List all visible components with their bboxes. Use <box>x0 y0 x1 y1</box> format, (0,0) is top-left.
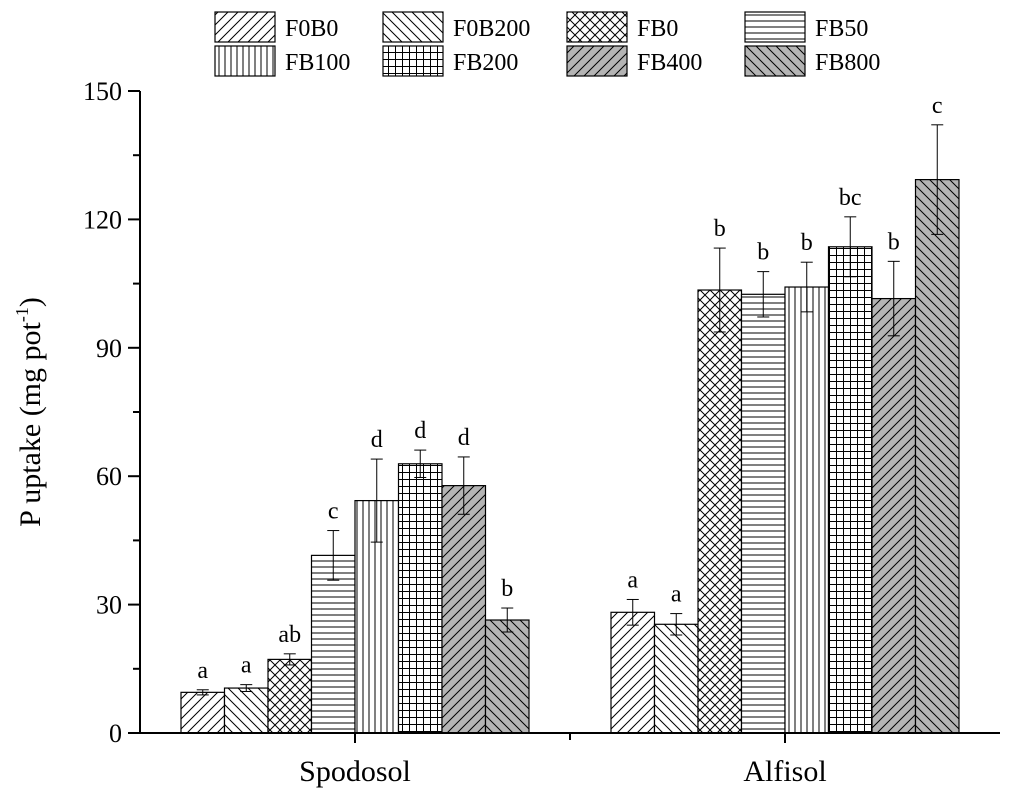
bar <box>397 463 443 734</box>
significance-label: a <box>671 582 682 608</box>
y-tick-label: 150 <box>83 77 122 106</box>
significance-label: b <box>801 230 813 256</box>
axes: 0 30 60 90 120 150 Spodosol Alfisol <box>83 77 1000 788</box>
significance-label: d <box>371 427 383 453</box>
y-tick-label: 120 <box>83 205 122 234</box>
bar <box>223 687 269 734</box>
bar <box>827 246 873 734</box>
bar <box>914 178 960 734</box>
significance-label: c <box>932 93 943 119</box>
legend-label: F0B0 <box>285 16 338 42</box>
legend-swatch <box>566 45 628 77</box>
legend-label: FB0 <box>637 16 678 42</box>
legend-swatch <box>744 11 806 43</box>
legend-label: FB100 <box>285 50 350 76</box>
bar <box>653 623 699 734</box>
y-axis-label-main: P uptake (mg pot <box>14 321 47 526</box>
y-axis-label-close: ) <box>14 297 47 307</box>
significance-label: b <box>714 216 726 242</box>
significance-label: b <box>501 576 513 602</box>
significance-label: a <box>197 658 208 684</box>
y-tick-label: 60 <box>96 462 122 491</box>
y-tick-label: 0 <box>109 719 122 748</box>
significance-label: c <box>328 499 339 525</box>
y-axis-label: P uptake (mg pot-1) <box>12 297 47 527</box>
significance-label: ab <box>278 622 301 648</box>
bar <box>441 485 487 734</box>
legend-label: FB50 <box>815 16 868 42</box>
legend-label: FB200 <box>453 50 518 76</box>
legend-label: FB400 <box>637 50 702 76</box>
bar <box>697 289 743 734</box>
legend-swatch <box>566 11 628 43</box>
significance-label: b <box>888 229 900 255</box>
significance-label: a <box>627 567 638 593</box>
legend-label: F0B200 <box>453 16 530 42</box>
bar <box>180 691 226 734</box>
y-axis-label-superscript: -1 <box>12 307 32 322</box>
legend-label: FB800 <box>815 50 880 76</box>
legend-swatch <box>214 45 276 77</box>
legend-swatch <box>214 11 276 43</box>
significance-label: bc <box>839 185 862 211</box>
significance-label: b <box>757 240 769 266</box>
legend-swatch <box>744 45 806 77</box>
legend-swatch <box>382 11 444 43</box>
bar <box>740 293 786 734</box>
y-tick-label: 30 <box>96 591 122 620</box>
bar <box>784 286 830 734</box>
bar <box>484 619 530 734</box>
bar <box>610 611 656 734</box>
legend: F0B0 F0B200 FB0 FB50 FB100 FB200 FB400 FB800 <box>214 11 880 77</box>
bar <box>871 297 917 734</box>
bar <box>310 554 356 734</box>
x-category-label: Alfisol <box>743 755 826 788</box>
significance-label: a <box>241 653 252 679</box>
significance-label: d <box>414 418 426 444</box>
significance-label: d <box>458 425 470 451</box>
y-tick-label: 90 <box>96 334 122 363</box>
bar <box>267 658 313 734</box>
x-category-label: Spodosol <box>299 755 411 788</box>
legend-swatch <box>382 45 444 77</box>
